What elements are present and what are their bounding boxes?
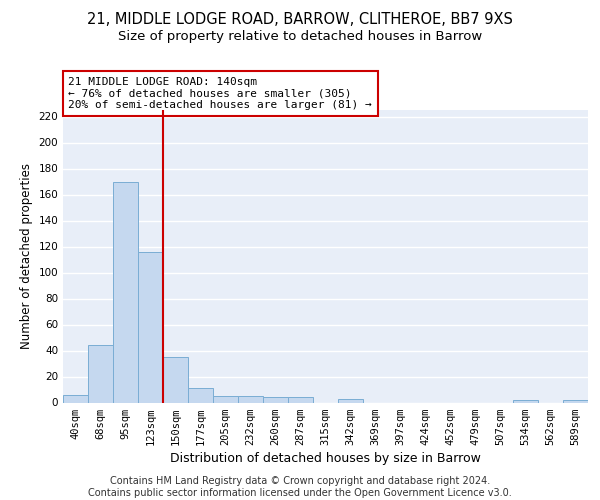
Text: 21, MIDDLE LODGE ROAD, BARROW, CLITHEROE, BB7 9XS: 21, MIDDLE LODGE ROAD, BARROW, CLITHEROE… (87, 12, 513, 28)
Bar (263, 398, 288, 402)
Bar (88, 346, 113, 403)
Bar (188, 388, 213, 402)
Bar (338, 398, 363, 402)
Bar (288, 398, 313, 402)
Y-axis label: Number of detached properties: Number of detached properties (20, 163, 33, 349)
Text: 21 MIDDLE LODGE ROAD: 140sqm
← 76% of detached houses are smaller (305)
20% of s: 21 MIDDLE LODGE ROAD: 140sqm ← 76% of de… (68, 77, 372, 110)
Bar (163, 357, 188, 403)
X-axis label: Distribution of detached houses by size in Barrow: Distribution of detached houses by size … (170, 452, 481, 465)
Bar (113, 182, 138, 402)
Bar (238, 396, 263, 402)
Bar (213, 396, 238, 402)
Bar (138, 252, 163, 402)
Bar (563, 400, 588, 402)
Text: Contains HM Land Registry data © Crown copyright and database right 2024.
Contai: Contains HM Land Registry data © Crown c… (88, 476, 512, 498)
Text: Size of property relative to detached houses in Barrow: Size of property relative to detached ho… (118, 30, 482, 43)
Bar (63, 394, 88, 402)
Bar (513, 400, 538, 402)
